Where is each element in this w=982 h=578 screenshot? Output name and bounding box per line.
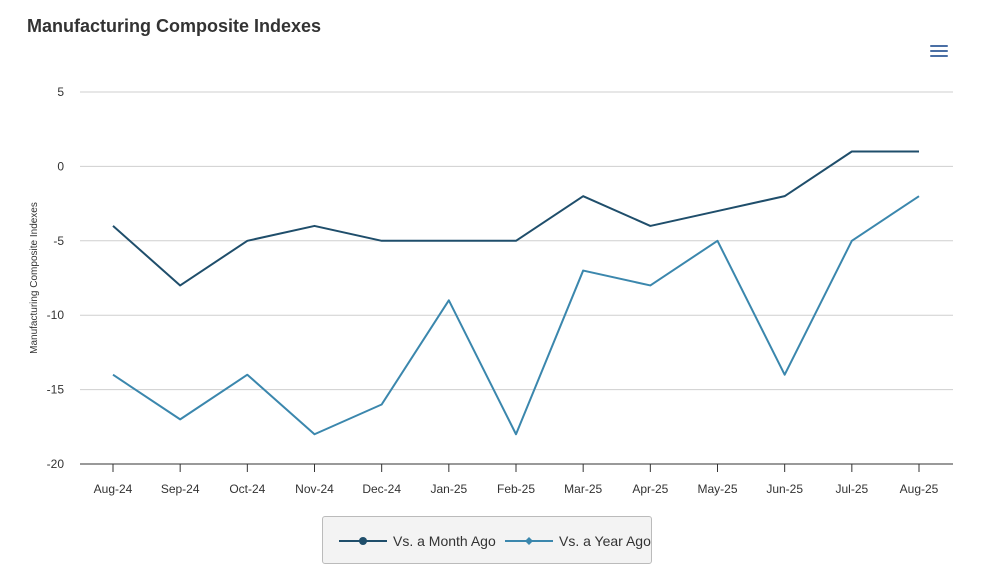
y-tick-label: 0: [57, 159, 64, 173]
legend-label-year: Vs. a Year Ago: [559, 533, 651, 549]
x-tick-label: Jul-25: [835, 482, 868, 496]
x-tick-label: May-25: [697, 482, 737, 496]
x-tick-label: Dec-24: [362, 482, 401, 496]
hamburger-menu-icon[interactable]: [928, 42, 950, 62]
x-tick-label: Jun-25: [766, 482, 803, 496]
legend: Vs. a Month Ago Vs. a Year Ago: [322, 516, 652, 564]
chart-title: Manufacturing Composite Indexes: [27, 16, 322, 36]
y-tick-label: -10: [47, 308, 65, 322]
x-tick-label: Aug-25: [900, 482, 939, 496]
x-tick-label: Jan-25: [430, 482, 467, 496]
legend-item-month[interactable]: Vs. a Month Ago: [339, 531, 496, 551]
x-tick-label: Apr-25: [632, 482, 668, 496]
x-tick-label: Nov-24: [295, 482, 334, 496]
series-line-0[interactable]: [112, 150, 919, 287]
y-tick-label: 5: [57, 85, 64, 99]
x-tick-label: Aug-24: [94, 482, 133, 496]
legend-label-month: Vs. a Month Ago: [393, 533, 496, 549]
y-tick-label: -15: [47, 383, 65, 397]
legend-month-swatch: [339, 537, 387, 545]
legend-item-year[interactable]: Vs. a Year Ago: [505, 531, 651, 551]
x-tick-label: Feb-25: [497, 482, 535, 496]
y-tick-label: -20: [47, 457, 65, 471]
x-tick-label: Mar-25: [564, 482, 602, 496]
x-tick-label: Sep-24: [161, 482, 200, 496]
legend-year-swatch: [505, 537, 553, 545]
y-tick-label: -5: [53, 234, 64, 248]
x-tick-label: Oct-24: [229, 482, 265, 496]
y-axis-title: Manufacturing Composite Indexes: [29, 202, 40, 354]
